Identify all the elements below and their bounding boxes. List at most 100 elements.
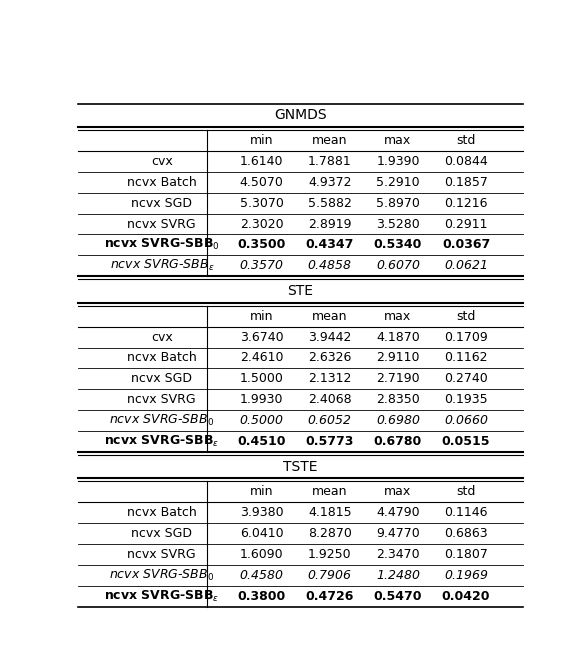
Text: 0.1857: 0.1857: [444, 176, 488, 189]
Text: 0.5773: 0.5773: [306, 435, 354, 448]
Text: min: min: [250, 310, 274, 323]
Text: 0.4580: 0.4580: [240, 569, 284, 582]
Text: ncvx Batch: ncvx Batch: [127, 176, 197, 189]
Text: 0.1146: 0.1146: [444, 507, 488, 519]
Text: 9.4770: 9.4770: [376, 527, 420, 540]
Text: 4.5070: 4.5070: [240, 176, 284, 189]
Text: 1.9390: 1.9390: [376, 155, 420, 168]
Text: TSTE: TSTE: [283, 460, 318, 474]
Text: 0.5470: 0.5470: [374, 590, 423, 603]
Text: mean: mean: [312, 310, 347, 323]
Text: 0.0420: 0.0420: [442, 590, 490, 603]
Text: std: std: [456, 310, 476, 323]
Text: STE: STE: [287, 284, 314, 298]
Text: 0.2911: 0.2911: [444, 218, 488, 230]
Text: 0.6780: 0.6780: [374, 435, 422, 448]
Text: 0.2740: 0.2740: [444, 373, 488, 385]
Text: 0.1709: 0.1709: [444, 330, 488, 344]
Text: min: min: [250, 485, 274, 498]
Text: GNMDS: GNMDS: [274, 109, 326, 122]
Text: ncvx SVRG: ncvx SVRG: [128, 548, 196, 561]
Text: 0.7906: 0.7906: [308, 569, 352, 582]
Text: mean: mean: [312, 134, 347, 147]
Text: max: max: [384, 485, 411, 498]
Text: ncvx SVRG-SBB$_\varepsilon$: ncvx SVRG-SBB$_\varepsilon$: [104, 434, 219, 449]
Text: ncvx SVRG-SBB$_\varepsilon$: ncvx SVRG-SBB$_\varepsilon$: [110, 258, 214, 273]
Text: 4.4790: 4.4790: [376, 507, 420, 519]
Text: 1.9930: 1.9930: [240, 393, 284, 406]
Text: ncvx SVRG-SBB$_0$: ncvx SVRG-SBB$_0$: [109, 568, 214, 583]
Text: 0.4726: 0.4726: [306, 590, 354, 603]
Text: 2.1312: 2.1312: [308, 373, 352, 385]
Text: 0.1216: 0.1216: [444, 196, 488, 210]
Text: min: min: [250, 134, 274, 147]
Text: 2.8919: 2.8919: [308, 218, 352, 230]
Text: 6.0410: 6.0410: [240, 527, 284, 540]
Text: ncvx SVRG: ncvx SVRG: [128, 393, 196, 406]
Text: 0.1969: 0.1969: [444, 569, 488, 582]
Text: 2.4068: 2.4068: [308, 393, 352, 406]
Text: 2.6326: 2.6326: [308, 352, 352, 364]
Text: 0.6070: 0.6070: [376, 259, 420, 272]
Text: 0.1807: 0.1807: [444, 548, 488, 561]
Text: std: std: [456, 134, 476, 147]
Text: std: std: [456, 485, 476, 498]
Text: 8.2870: 8.2870: [308, 527, 352, 540]
Text: 4.1870: 4.1870: [376, 330, 420, 344]
Text: 5.2910: 5.2910: [376, 176, 420, 189]
Text: mean: mean: [312, 485, 347, 498]
Text: 0.4858: 0.4858: [308, 259, 352, 272]
Text: 0.4510: 0.4510: [237, 435, 286, 448]
Text: max: max: [384, 134, 411, 147]
Text: 0.3570: 0.3570: [240, 259, 284, 272]
Text: 1.9250: 1.9250: [308, 548, 352, 561]
Text: 1.7881: 1.7881: [308, 155, 352, 168]
Text: ncvx SVRG: ncvx SVRG: [128, 218, 196, 230]
Text: ncvx SVRG-SBB$_0$: ncvx SVRG-SBB$_0$: [109, 413, 214, 428]
Text: 3.9442: 3.9442: [308, 330, 352, 344]
Text: ncvx SVRG-SBB$_0$: ncvx SVRG-SBB$_0$: [104, 237, 220, 253]
Text: 4.9372: 4.9372: [308, 176, 352, 189]
Text: 0.5000: 0.5000: [240, 414, 284, 427]
Text: 0.6052: 0.6052: [308, 414, 352, 427]
Text: ncvx Batch: ncvx Batch: [127, 352, 197, 364]
Text: 0.0844: 0.0844: [444, 155, 488, 168]
Text: 2.9110: 2.9110: [376, 352, 420, 364]
Text: 5.8970: 5.8970: [376, 196, 420, 210]
Text: 1.6090: 1.6090: [240, 548, 284, 561]
Text: ncvx SGD: ncvx SGD: [131, 196, 192, 210]
Text: ncvx SVRG-SBB$_\varepsilon$: ncvx SVRG-SBB$_\varepsilon$: [104, 589, 219, 604]
Text: ncvx Batch: ncvx Batch: [127, 507, 197, 519]
Text: max: max: [384, 310, 411, 323]
Text: 3.5280: 3.5280: [376, 218, 420, 230]
Text: 0.1935: 0.1935: [444, 393, 488, 406]
Text: 2.3020: 2.3020: [240, 218, 284, 230]
Text: 2.3470: 2.3470: [376, 548, 420, 561]
Text: 5.5882: 5.5882: [308, 196, 352, 210]
Text: ncvx SGD: ncvx SGD: [131, 373, 192, 385]
Text: 0.3500: 0.3500: [237, 239, 286, 251]
Text: 0.3800: 0.3800: [237, 590, 286, 603]
Text: 3.6740: 3.6740: [240, 330, 284, 344]
Text: 1.5000: 1.5000: [240, 373, 284, 385]
Text: cvx: cvx: [151, 155, 173, 168]
Text: ncvx SGD: ncvx SGD: [131, 527, 192, 540]
Text: 0.0367: 0.0367: [442, 239, 490, 251]
Text: cvx: cvx: [151, 330, 173, 344]
Text: 0.6980: 0.6980: [376, 414, 420, 427]
Text: 2.4610: 2.4610: [240, 352, 284, 364]
Text: 3.9380: 3.9380: [240, 507, 284, 519]
Text: 2.7190: 2.7190: [376, 373, 420, 385]
Text: 0.5340: 0.5340: [374, 239, 422, 251]
Text: 0.4347: 0.4347: [306, 239, 354, 251]
Text: 0.1162: 0.1162: [444, 352, 488, 364]
Text: 0.0515: 0.0515: [442, 435, 490, 448]
Text: 2.8350: 2.8350: [376, 393, 420, 406]
Text: 1.6140: 1.6140: [240, 155, 284, 168]
Text: 0.0660: 0.0660: [444, 414, 488, 427]
Text: 5.3070: 5.3070: [240, 196, 284, 210]
Text: 0.6863: 0.6863: [444, 527, 488, 540]
Text: 4.1815: 4.1815: [308, 507, 352, 519]
Text: 0.0621: 0.0621: [444, 259, 488, 272]
Text: 1.2480: 1.2480: [376, 569, 420, 582]
